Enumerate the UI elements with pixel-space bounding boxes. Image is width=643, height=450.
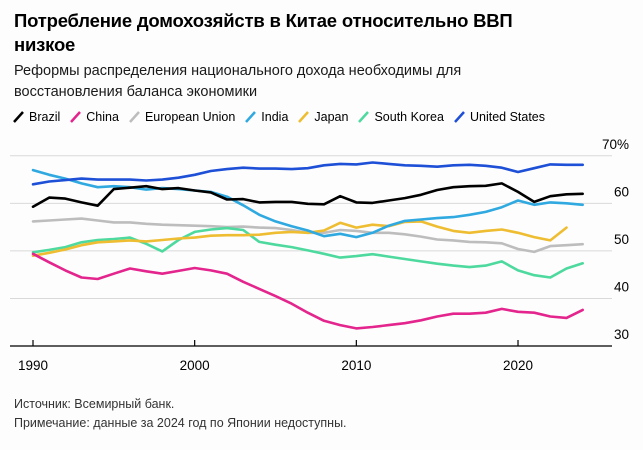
line-united-states: [31, 161, 585, 186]
legend-stroke-icon: [298, 111, 310, 123]
legend-item-south-korea: South Korea: [357, 110, 444, 124]
legend-label: Japan: [314, 110, 349, 124]
legend-item-china: China: [69, 110, 119, 124]
source-note: Источник: Всемирный банк.: [14, 397, 175, 411]
consumption-line-chart: 30 40 50 60 70% 1990 2000 2010 2020: [10, 137, 629, 373]
legend-label: European Union: [144, 110, 236, 124]
legend-stroke-icon: [454, 111, 465, 123]
line-china: [31, 252, 585, 330]
y-tick-label: 50: [614, 232, 629, 247]
line-european-union: [31, 217, 585, 254]
line-brazil: [31, 182, 585, 208]
page-title-line1: Потребление домохозяйств в Китае относит…: [14, 10, 513, 31]
legend-stroke-icon: [13, 111, 24, 123]
y-tick-label: 60: [614, 184, 629, 199]
y-tick-label: 70%: [602, 137, 629, 152]
legend-stroke-icon: [129, 111, 140, 123]
legend-stroke-icon: [70, 111, 82, 123]
legend-item-brazil: Brazil: [12, 110, 60, 124]
x-tick-label: 2020: [503, 358, 533, 373]
legend-label: South Korea: [374, 110, 444, 124]
chart-footer: Источник: Всемирный банк. Примечание: да…: [14, 395, 347, 433]
x-tick-label: 2000: [180, 358, 210, 373]
line-south-korea: [31, 226, 585, 279]
line-japan: [31, 220, 568, 257]
legend-item-united-states: United States: [453, 110, 545, 124]
legend-label: China: [86, 110, 119, 124]
availability-note: Примечание: данные за 2024 год по Японии…: [14, 416, 347, 430]
legend-item-japan: Japan: [297, 110, 348, 124]
x-tick-label: 1990: [18, 358, 48, 373]
x-tick-label: 2010: [341, 358, 371, 373]
y-tick-label: 40: [614, 279, 629, 294]
legend-label: United States: [469, 110, 546, 124]
chart-subtitle-line2: восстановления баланса экономики: [14, 84, 258, 100]
y-tick-label: 30: [614, 327, 629, 342]
page-title-line2: низкое: [14, 34, 76, 55]
chart-subtitle-line1: Реформы распределения национального дохо…: [14, 63, 462, 79]
legend-stroke-icon: [358, 111, 370, 123]
chart-subtitle: Реформы распределения национального дохо…: [14, 61, 604, 103]
chart-legend: Brazil China European Union India Japan South…: [12, 107, 640, 127]
page-title: Потребление домохозяйств в Китае относит…: [14, 9, 619, 57]
legend-label: Brazil: [29, 110, 61, 124]
legend-label: India: [261, 110, 289, 124]
legend-stroke-icon: [245, 111, 257, 123]
legend-item-india: India: [244, 110, 288, 124]
legend-item-european-union: European Union: [128, 110, 235, 124]
